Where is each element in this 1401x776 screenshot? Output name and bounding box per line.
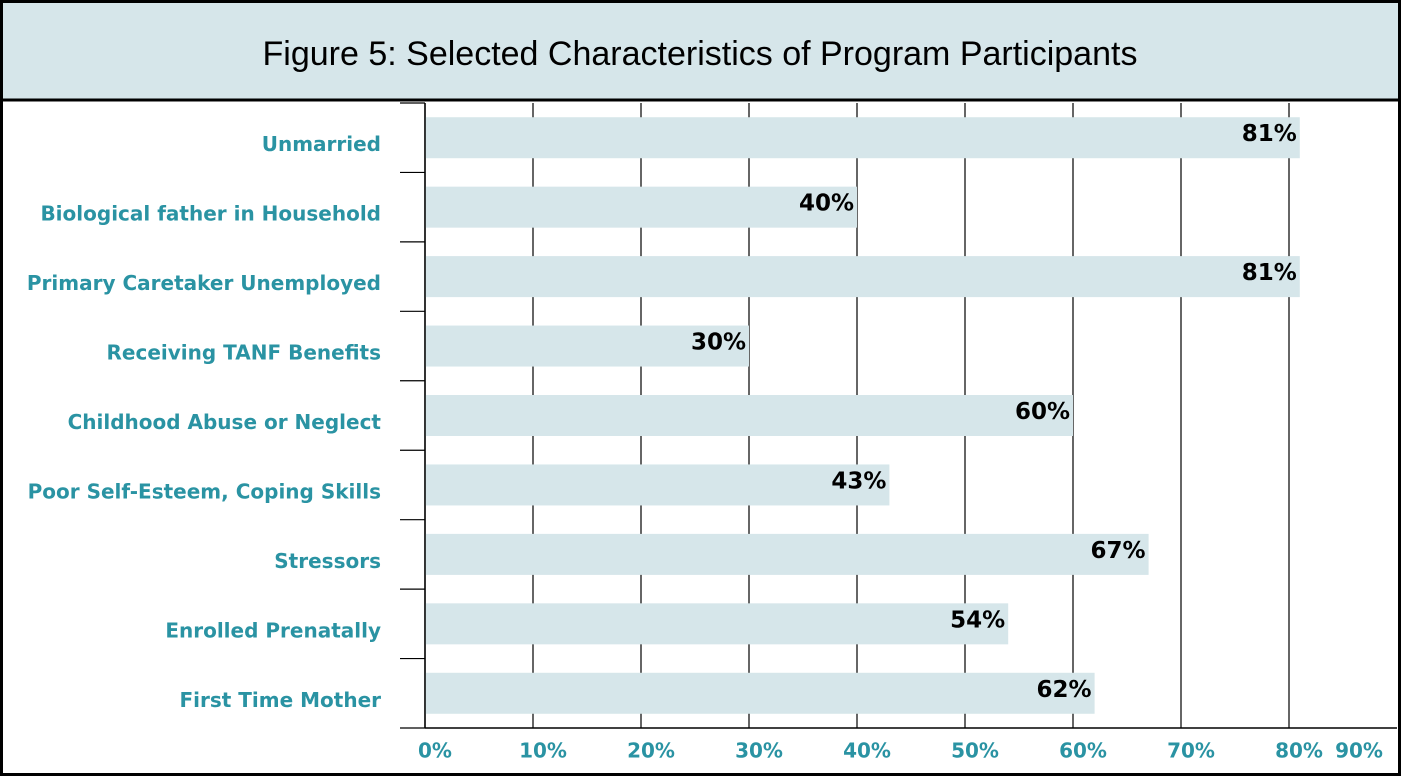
value-label: 43% (831, 468, 886, 494)
bar (425, 325, 749, 367)
bar (425, 533, 1149, 575)
x-tick-label: 0% (418, 739, 452, 763)
category-label: Receiving TANF Benefits (107, 341, 381, 365)
value-label: 60% (1015, 399, 1070, 425)
value-label: 54% (950, 607, 1005, 633)
chart-title: Figure 5: Selected Characteristics of Pr… (263, 35, 1138, 73)
bar (425, 464, 890, 506)
x-tick-label: 90% (1335, 739, 1383, 763)
bar (425, 117, 1300, 159)
category-label: Poor Self-Esteem, Coping Skills (28, 479, 381, 503)
category-label: Primary Caretaker Unemployed (27, 271, 381, 295)
category-label: Stressors (274, 549, 381, 573)
bar (425, 672, 1095, 714)
value-label: 62% (1037, 677, 1092, 703)
category-label: Unmarried (262, 132, 381, 156)
value-label: 81% (1242, 121, 1297, 147)
bar (425, 603, 1009, 645)
value-label: 30% (691, 330, 746, 356)
x-tick-label: 50% (951, 739, 999, 763)
bar (425, 256, 1300, 298)
category-label: First Time Mother (179, 688, 381, 712)
title-band (3, 3, 1398, 100)
x-tick-label: 10% (519, 739, 567, 763)
bar (425, 186, 857, 228)
bar (425, 395, 1073, 436)
x-tick-label: 60% (1059, 739, 1107, 763)
x-tick-label: 40% (843, 739, 891, 763)
value-label: 67% (1091, 538, 1146, 564)
x-tick-label: 30% (735, 739, 783, 763)
value-label: 40% (799, 191, 854, 217)
category-label: Childhood Abuse or Neglect (68, 410, 382, 434)
value-label: 81% (1242, 260, 1297, 286)
x-tick-label: 70% (1167, 739, 1215, 763)
category-label: Biological father in Household (40, 202, 381, 226)
x-tick-label: 20% (627, 739, 675, 763)
category-label: Enrolled Prenatally (165, 618, 381, 642)
x-tick-label: 80% (1275, 739, 1323, 763)
